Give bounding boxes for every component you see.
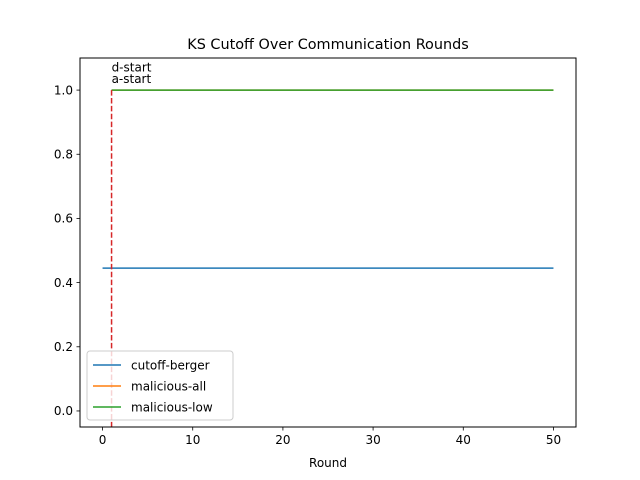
legend-box [86,350,234,421]
y-tick-label: 0.2 [54,340,73,354]
y-tick-label: 1.0 [54,83,73,97]
annotation-d-start: d-start [112,61,152,75]
y-tick-label: 0.0 [54,404,73,418]
x-tick-label: 10 [185,433,200,447]
y-tick-label: 0.4 [54,276,73,290]
legend-label-malicious-all: malicious-all [131,380,206,394]
y-tick-label: 0.8 [54,147,73,161]
y-tick-label: 0.6 [54,212,73,226]
legend-label-malicious-low: malicious-low [131,401,213,415]
x-tick-label: 30 [365,433,380,447]
x-tick-label: 40 [456,433,471,447]
annotation-a-start: a-start [112,72,152,86]
legend-label-cutoff-berger: cutoff-berger [131,359,210,373]
x-tick-label: 50 [546,433,561,447]
x-tick-label: 0 [99,433,107,447]
x-axis-label: Round [309,456,347,470]
chart-title: KS Cutoff Over Communication Rounds [187,37,468,53]
legend: cutoff-berger malicious-all malicious-lo… [86,350,234,421]
x-tick-label: 20 [275,433,290,447]
axes-frame [79,57,577,428]
